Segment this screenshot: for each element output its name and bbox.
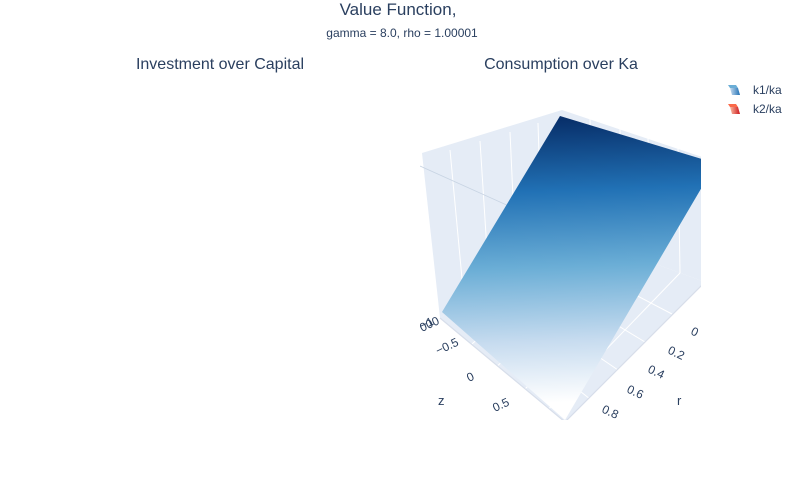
back-wall-left <box>422 110 562 318</box>
axis-edges <box>439 285 701 420</box>
red-cube-icon <box>728 103 740 114</box>
z-tick-label: 0.5 <box>490 395 511 415</box>
subplot-title-investment: Investment over Capital <box>135 56 305 73</box>
blue-cube-icon <box>728 84 740 95</box>
z-tick-label: −0.5 <box>433 335 461 358</box>
r-tick-label: 0.6 <box>625 382 646 402</box>
legend-item-k2-ka[interactable]: k2/ka <box>724 99 800 118</box>
figure-title: Value Function, <box>339 0 457 19</box>
legend-label: k2/ka <box>753 101 782 116</box>
z-axis-title: z <box>438 393 445 408</box>
legend-label: k1/ka <box>753 82 782 97</box>
legend-item-k1-ka[interactable]: k1/ka <box>724 80 800 99</box>
r-tick-label: 0.8 <box>600 402 621 422</box>
z-tick-label: 0 <box>464 369 476 385</box>
legend: k1/ka k2/ka <box>724 80 800 118</box>
scene-consumption[interactable]: 000 −1 −0.5 0 0.5 z 0 0.2 0.4 0.6 0.8 r <box>420 80 702 422</box>
r-tick-label: 0.2 <box>666 343 687 363</box>
figure-subtitle: gamma = 8.0, rho = 1.00001 <box>326 26 478 40</box>
r-axis-title: r <box>677 393 682 408</box>
scene-investment-empty[interactable] <box>80 80 360 420</box>
r-tick-label: 0 <box>689 324 701 340</box>
subplot-title-consumption: Consumption over Ka <box>484 56 638 73</box>
r-tick-label: 0.4 <box>646 362 667 382</box>
surface-k1-ka[interactable] <box>442 116 702 420</box>
